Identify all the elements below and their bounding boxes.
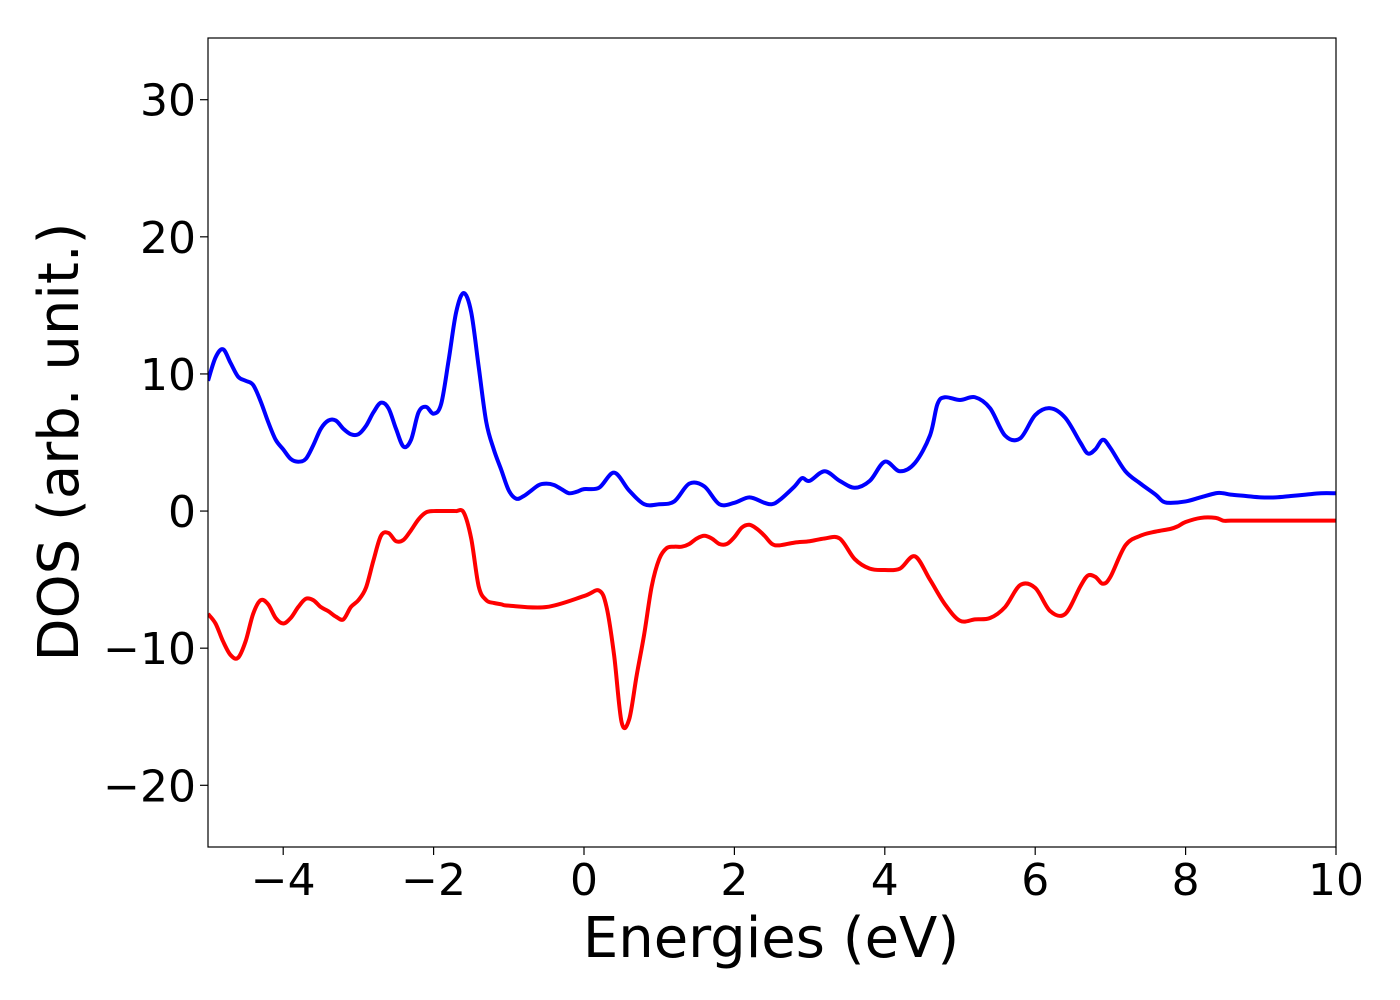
series-line-spin-up (208, 291, 1336, 508)
series-layer (208, 291, 1336, 731)
y-tick-label: −20 (103, 761, 196, 812)
plot-frame (207, 37, 1337, 848)
series-line-spin-down (208, 508, 1336, 731)
x-tick-label: 4 (871, 855, 899, 906)
y-tick-label: 0 (168, 487, 196, 538)
y-tick-label: −10 (103, 624, 196, 675)
x-tick-label: −2 (401, 855, 466, 906)
x-tick-label: 8 (1172, 855, 1200, 906)
x-axis-label: Energies (eV) (583, 906, 959, 971)
x-tick-label: −4 (251, 855, 316, 906)
x-tick-label: 2 (720, 855, 748, 906)
x-tick-label: 0 (570, 855, 598, 906)
x-tick-label: 6 (1021, 855, 1049, 906)
y-tick-label: 10 (140, 350, 196, 401)
x-tick-label: 10 (1308, 855, 1364, 906)
y-tick-label: 20 (140, 213, 196, 264)
y-axis-label: DOS (arb. unit.) (27, 222, 92, 661)
y-tick-label: 30 (140, 76, 196, 127)
